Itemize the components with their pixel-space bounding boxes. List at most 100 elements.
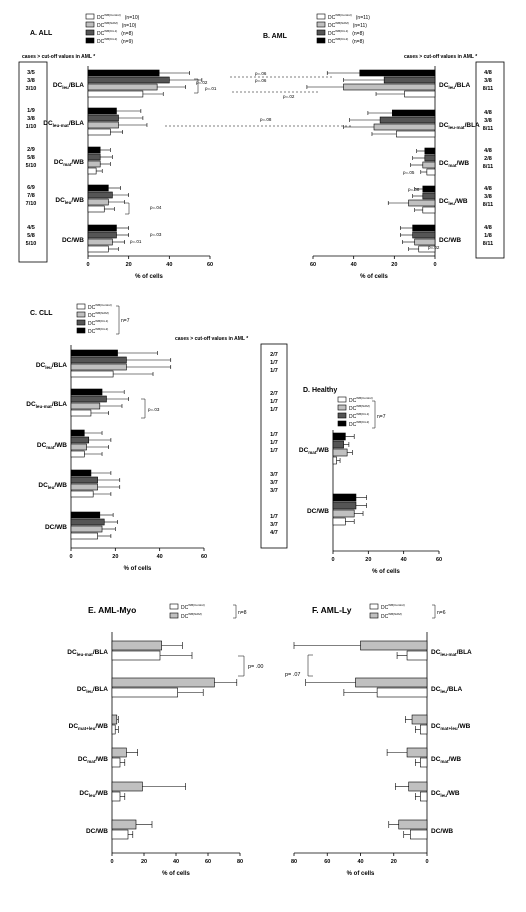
significance-bracket bbox=[125, 202, 130, 215]
legend-e-1-label: DCWB(NAM) bbox=[181, 612, 202, 620]
x-tick-label: 0 bbox=[110, 859, 113, 865]
cutoff-value: 1/9 bbox=[27, 108, 35, 114]
category-label: DCmat/WB bbox=[439, 160, 469, 168]
panel-title-c: C. CLL bbox=[30, 310, 53, 317]
category-label: DCmat/WB bbox=[37, 442, 67, 450]
bar bbox=[111, 714, 118, 725]
bar bbox=[87, 146, 101, 154]
bar bbox=[111, 747, 127, 758]
cutoff-value: 5/8 bbox=[27, 233, 35, 239]
cutoff-value: 5/10 bbox=[26, 163, 37, 169]
bar bbox=[70, 450, 85, 458]
bar bbox=[70, 483, 98, 491]
cutoff-value: 1/8 bbox=[484, 233, 492, 239]
category-label: DCleu-mat/BLA bbox=[43, 120, 84, 128]
x-tick-label: 0 bbox=[425, 859, 428, 865]
bar bbox=[70, 395, 107, 403]
bar bbox=[111, 724, 116, 735]
p-value: p= .00 bbox=[248, 664, 263, 670]
bar bbox=[410, 829, 428, 840]
legend-f-1-label: DCWB(NAM) bbox=[381, 612, 402, 620]
cutoff-header-c: cases > cut-off values in AML * bbox=[175, 336, 248, 342]
legend-e-0-label: DCWB(Control) bbox=[181, 603, 205, 611]
bar bbox=[398, 819, 428, 830]
p-value: p=.01 bbox=[205, 86, 217, 91]
bar bbox=[111, 650, 161, 661]
cutoff-value: 3/5 bbox=[27, 70, 35, 76]
bar bbox=[359, 69, 436, 77]
cutoff-value: 4/5 bbox=[27, 225, 35, 231]
cutoff-value: 4/8 bbox=[484, 70, 492, 76]
legend-d-3-swatch bbox=[337, 420, 347, 427]
bar bbox=[412, 224, 436, 232]
category-label: DCmat/WB bbox=[78, 756, 108, 764]
cutoff-value: 3/8 bbox=[27, 78, 35, 84]
x-tick-label: 40 bbox=[401, 557, 407, 563]
bar bbox=[420, 791, 428, 802]
bar bbox=[332, 432, 346, 441]
cutoff-value: 1/7 bbox=[270, 407, 278, 413]
bar bbox=[373, 123, 436, 131]
bar bbox=[355, 677, 428, 688]
bar bbox=[408, 781, 428, 792]
bar bbox=[70, 388, 103, 396]
bar bbox=[411, 714, 428, 725]
category-label: DCleu/WB bbox=[79, 790, 108, 798]
bar bbox=[379, 116, 436, 124]
cutoff-value: 4/8 bbox=[484, 148, 492, 154]
cutoff-box-b bbox=[475, 61, 505, 259]
x-tick-label: 60 bbox=[207, 262, 213, 268]
legend-c-1-swatch bbox=[76, 311, 86, 318]
p-value: p=.06 bbox=[255, 71, 267, 76]
bar bbox=[396, 130, 436, 138]
bar bbox=[360, 640, 428, 651]
cutoff-box-a bbox=[18, 61, 48, 263]
category-label: DCleu-mat/BLA bbox=[26, 401, 67, 409]
category-label: DC/WB bbox=[62, 237, 84, 244]
legend-f-0-label: DCWB(Control) bbox=[381, 603, 405, 611]
significance-bracket bbox=[307, 654, 313, 677]
cutoff-value: 3/7 bbox=[270, 522, 278, 528]
cutoff-header-b: cases > cut-off values in AML * bbox=[404, 54, 477, 60]
x-tick-label: 0 bbox=[86, 262, 89, 268]
bar bbox=[87, 107, 117, 115]
bar bbox=[422, 161, 436, 169]
bar bbox=[70, 443, 87, 451]
p-value: p=.02 bbox=[283, 94, 295, 99]
bar bbox=[422, 185, 436, 193]
x-tick-label: 20 bbox=[126, 262, 132, 268]
category-label: DCmat/WB bbox=[54, 159, 84, 167]
bar bbox=[332, 456, 337, 465]
x-tick-label: 20 bbox=[141, 859, 147, 865]
x-tick-label: 60 bbox=[436, 557, 442, 563]
bar bbox=[87, 245, 109, 253]
legend-a-0-swatch bbox=[85, 13, 95, 20]
bar bbox=[70, 370, 114, 378]
significance-bracket bbox=[194, 78, 199, 94]
legend-n-e: n=8 bbox=[238, 610, 247, 616]
legend-b-1-label: DCWB(NAM) (n=11) bbox=[328, 21, 367, 29]
bar bbox=[70, 402, 101, 410]
x-tick-label: 0 bbox=[69, 554, 72, 560]
legend-b-1-swatch bbox=[316, 21, 326, 28]
bar bbox=[70, 511, 101, 519]
legend-a-3-label: DCWB(Kit-2) (n=9) bbox=[97, 37, 133, 45]
bar bbox=[332, 448, 348, 457]
cutoff-value: 8/11 bbox=[483, 241, 493, 247]
bar bbox=[70, 363, 127, 371]
cutoff-value: 3/8 bbox=[484, 78, 492, 84]
cutoff-value: 7/10 bbox=[26, 201, 37, 207]
bar bbox=[87, 191, 113, 199]
significance-bracket bbox=[238, 655, 245, 677]
cutoff-value: 4/7 bbox=[270, 530, 278, 536]
bar bbox=[87, 76, 170, 84]
legend-bracket-c bbox=[116, 305, 120, 335]
x-tick-label: 0 bbox=[331, 557, 334, 563]
p-value: p=.05 bbox=[403, 170, 415, 175]
bar bbox=[70, 518, 105, 526]
bar bbox=[111, 781, 143, 792]
panel-title-d: D. Healthy bbox=[303, 387, 337, 394]
cutoff-value: 1/7 bbox=[270, 368, 278, 374]
x-tick-label: 40 bbox=[173, 859, 179, 865]
